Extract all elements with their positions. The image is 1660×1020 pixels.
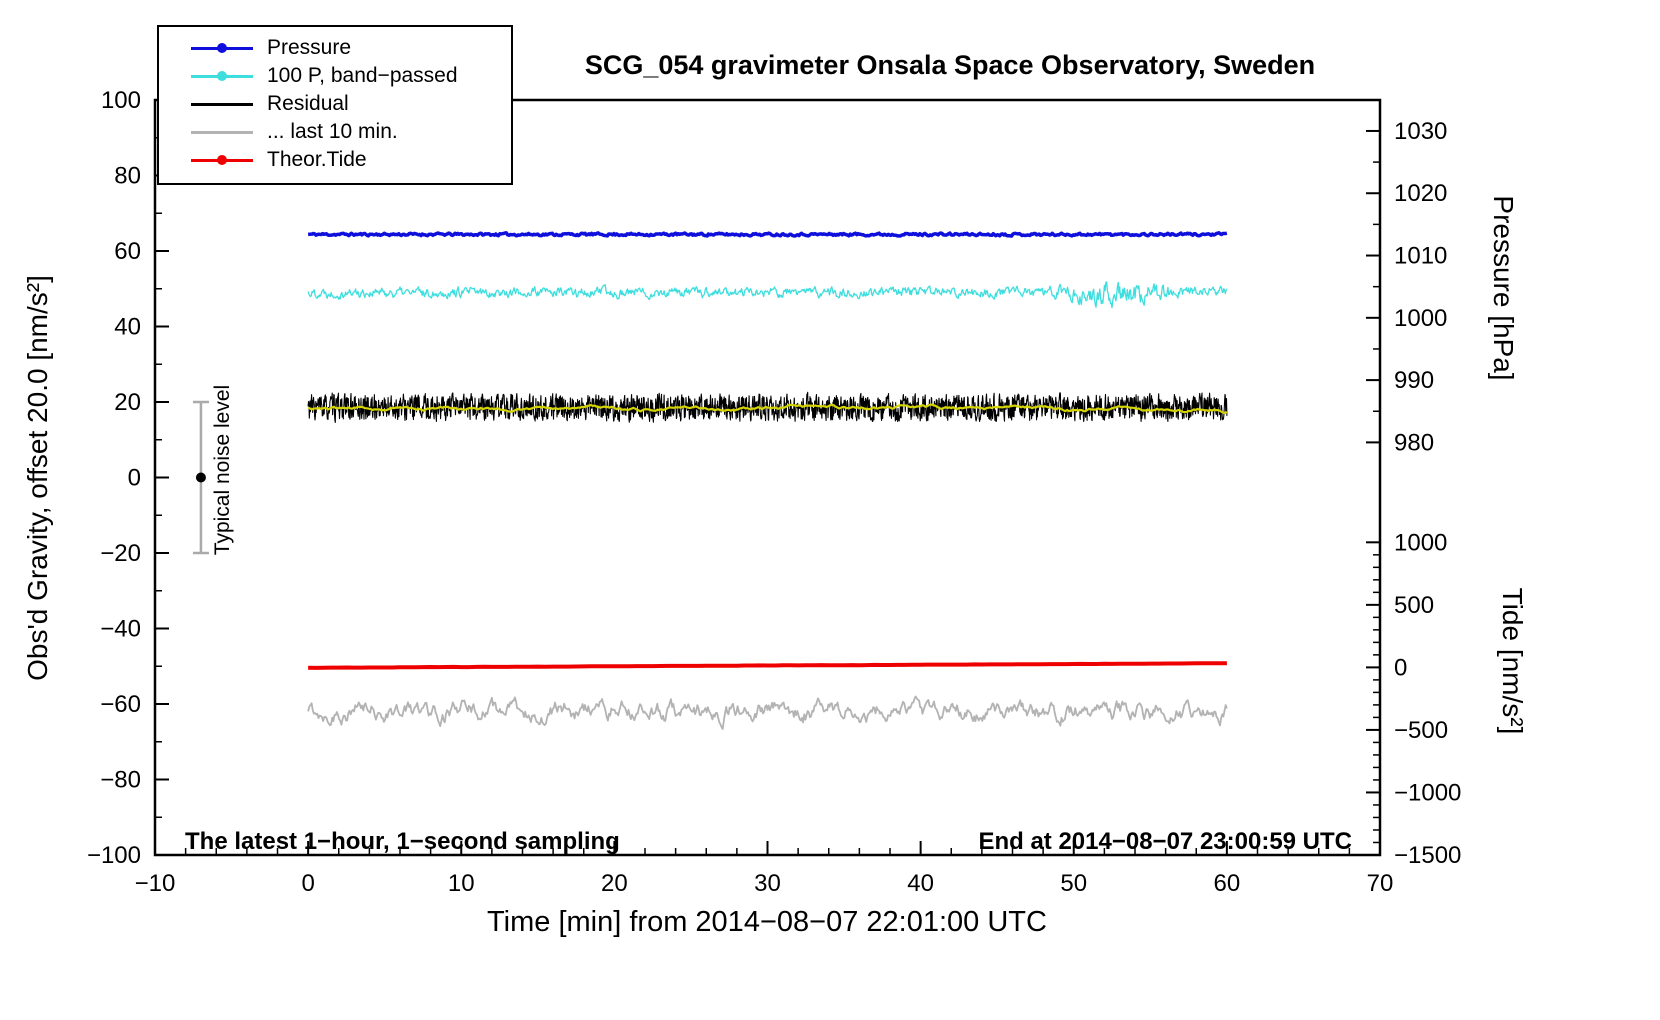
x-tick-label: 0 bbox=[301, 870, 314, 897]
legend-marker-dot bbox=[217, 71, 227, 81]
legend-item-label: 100 P, band−passed bbox=[267, 64, 458, 87]
pressure-tick-label: 1010 bbox=[1394, 243, 1447, 270]
legend: Pressure 100 P, band−passed Residual ... la… bbox=[157, 25, 513, 185]
x-tick-label: 30 bbox=[754, 870, 781, 897]
tide-tick-label: 500 bbox=[1394, 592, 1434, 619]
x-axis-label: Time [min] from 2014−08−07 22:01:00 UTC bbox=[487, 906, 1047, 938]
tide-tick-label: −1500 bbox=[1394, 842, 1461, 869]
pressure-tick-label: 1020 bbox=[1394, 180, 1447, 207]
legend-item-label: Theor.Tide bbox=[267, 148, 367, 171]
pressure-tick-label: 980 bbox=[1394, 429, 1434, 456]
x-tick-label: 10 bbox=[448, 870, 475, 897]
legend-line-sample bbox=[191, 130, 253, 134]
tide-tick-label: −500 bbox=[1394, 717, 1448, 744]
legend-item: 100 P, band−passed bbox=[159, 62, 511, 90]
x-tick-label: 40 bbox=[907, 870, 934, 897]
x-tick-label: 50 bbox=[1060, 870, 1087, 897]
y-tick-label: −40 bbox=[100, 616, 141, 643]
y-tick-label: −100 bbox=[87, 842, 141, 869]
legend-line-sample bbox=[191, 102, 253, 106]
x-tick-label: 70 bbox=[1367, 870, 1394, 897]
y-tick-label: −80 bbox=[100, 767, 141, 794]
y-tick-label: 0 bbox=[128, 465, 141, 492]
legend-item-label: Residual bbox=[267, 92, 349, 115]
y-tick-label: 40 bbox=[114, 314, 141, 341]
legend-item-label: ... last 10 min. bbox=[267, 120, 398, 143]
x-tick-label: −10 bbox=[135, 870, 176, 897]
tide-tick-label: 1000 bbox=[1394, 529, 1447, 556]
legend-item: ... last 10 min. bbox=[159, 118, 511, 146]
y-tick-label: 60 bbox=[114, 238, 141, 265]
legend-line-sample bbox=[191, 71, 253, 81]
tide-tick-label: 0 bbox=[1394, 654, 1407, 681]
y-tick-label: −60 bbox=[100, 691, 141, 718]
series-100-p-band-passed bbox=[307, 281, 1228, 309]
tide-axis-label: Tide [nm/s²] bbox=[1497, 587, 1528, 735]
series-residual-smoothed bbox=[307, 403, 1228, 415]
y-tick-label: 100 bbox=[101, 87, 141, 114]
legend-marker-dot bbox=[217, 155, 227, 165]
legend-item-label: Pressure bbox=[267, 36, 352, 59]
legend-item: Pressure bbox=[159, 34, 511, 62]
noise-bar-dot bbox=[195, 472, 206, 483]
y-axis-label-left: Obs'd Gravity, offset 20.0 [nm/s²] bbox=[22, 275, 53, 681]
pressure-tick-label: 1000 bbox=[1394, 305, 1447, 332]
end-time-note: End at 2014−08−07 23:00:59 UTC bbox=[978, 828, 1352, 855]
legend-marker-dot bbox=[217, 43, 227, 53]
series-residual bbox=[307, 391, 1228, 423]
y-tick-label: 80 bbox=[114, 163, 141, 190]
y-tick-label: 20 bbox=[114, 389, 141, 416]
chart-title: SCG_054 gravimeter Onsala Space Observat… bbox=[584, 50, 1316, 80]
noise-level-label: Typical noise level bbox=[211, 384, 234, 556]
pressure-axis-label: Pressure [hPa] bbox=[1488, 195, 1519, 381]
pressure-tick-label: 1030 bbox=[1394, 118, 1447, 145]
legend-line-sample bbox=[191, 155, 253, 165]
pressure-tick-label: 990 bbox=[1394, 367, 1434, 394]
legend-line-sample bbox=[191, 43, 253, 53]
plot-frame bbox=[153, 98, 1382, 857]
series-pressure bbox=[307, 231, 1228, 238]
legend-item: Theor.Tide bbox=[159, 146, 511, 174]
legend-item: Residual bbox=[159, 90, 511, 118]
x-tick-label: 20 bbox=[601, 870, 628, 897]
series--last-10-min- bbox=[307, 695, 1228, 730]
x-tick-label: 60 bbox=[1214, 870, 1241, 897]
y-tick-label: −20 bbox=[100, 540, 141, 567]
series-theor-tide bbox=[308, 661, 1227, 670]
sampling-note: The latest 1−hour, 1−second sampling bbox=[185, 828, 620, 855]
tide-tick-label: −1000 bbox=[1394, 779, 1461, 806]
